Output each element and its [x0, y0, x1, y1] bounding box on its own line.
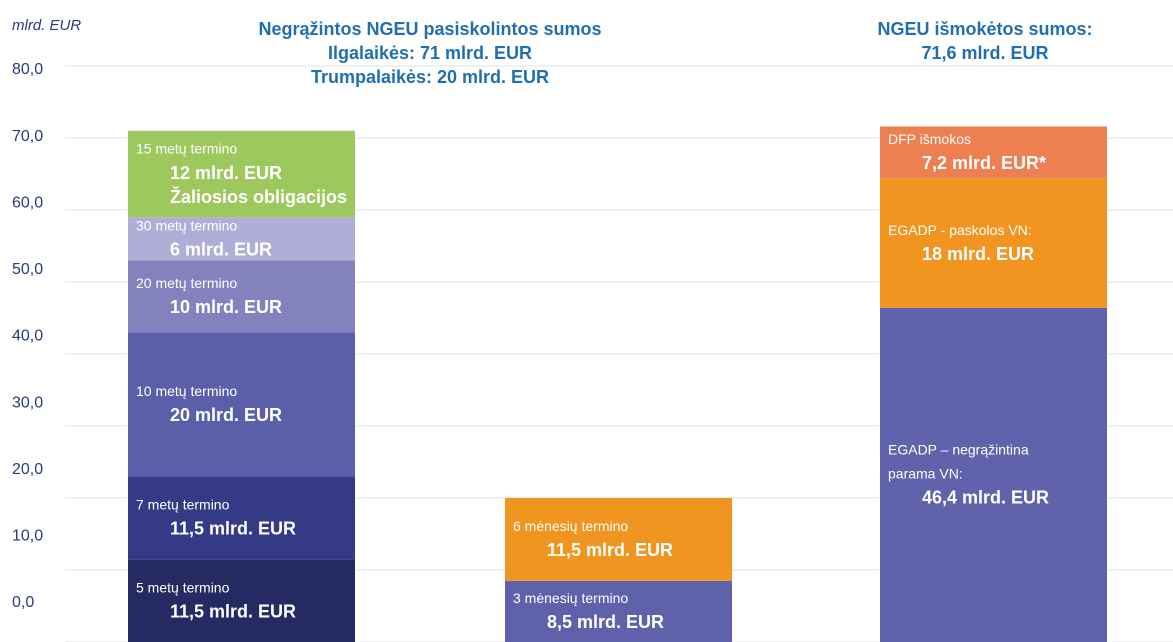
value-label: 11,5 mlrd. EUR — [170, 601, 296, 621]
segment-label: EGADP – negrąžintina — [888, 442, 1029, 458]
segment-label: 10 metų termino — [136, 383, 237, 399]
value-label: 18 mlrd. EUR — [922, 244, 1034, 264]
value-label: 12 mlrd. EUR — [170, 163, 282, 183]
y-tick-label: 0,0 — [12, 594, 34, 611]
bar-segment — [128, 332, 355, 477]
y-tick-label: 30,0 — [12, 394, 43, 411]
y-tick-label: 10,0 — [12, 528, 43, 545]
value-label: 11,5 mlrd. EUR — [547, 540, 673, 560]
segment-note: Žaliosios obligacijos — [170, 186, 347, 207]
chart-title: Ilgalaikės: 71 mlrd. EUR — [328, 43, 532, 63]
value-label: 20 mlrd. EUR — [170, 405, 282, 425]
chart-title: 71,6 mlrd. EUR — [921, 43, 1048, 63]
chart-title: NGEU išmokėtos sumos: — [877, 19, 1092, 39]
segment-label: 15 metų termino — [136, 141, 237, 157]
value-label: 46,4 mlrd. EUR — [922, 488, 1049, 508]
value-label: 8,5 mlrd. EUR — [547, 612, 664, 632]
chart-title: Trumpalaikės: 20 mlrd. EUR — [311, 67, 549, 87]
y-axis-label: mlrd. EUR — [12, 17, 81, 34]
segment-label: 3 mėnesių termino — [513, 590, 628, 606]
bar-segment — [505, 580, 732, 642]
y-tick-label: 80,0 — [12, 61, 43, 78]
bar-segment — [128, 559, 355, 642]
value-label: 10 mlrd. EUR — [170, 297, 282, 317]
chart-title: Negrąžintos NGEU pasiskolintos sumos — [258, 19, 601, 39]
value-label: 11,5 mlrd. EUR — [170, 519, 296, 539]
y-tick-label: 40,0 — [12, 328, 43, 345]
bar-segment — [880, 178, 1107, 308]
bar-segment — [128, 260, 355, 333]
segment-label: 20 metų termino — [136, 275, 237, 291]
bar-segment — [128, 476, 355, 560]
segment-label: 5 metų termino — [136, 579, 230, 595]
y-tick-label: 70,0 — [12, 128, 43, 145]
segment-label: parama VN: — [888, 466, 963, 482]
segment-label: 7 metų termino — [136, 497, 230, 513]
segment-label: EGADP - paskolos VN: — [888, 222, 1032, 238]
bar-segment — [505, 498, 732, 581]
y-tick-label: 60,0 — [12, 194, 43, 211]
segment-label: DFP išmokos — [888, 131, 971, 147]
bar-segment — [880, 126, 1107, 179]
value-label: 6 mlrd. EUR — [170, 240, 272, 260]
bar-segment — [880, 307, 1107, 642]
value-label: 7,2 mlrd. EUR* — [922, 153, 1046, 173]
y-tick-label: 50,0 — [12, 261, 43, 278]
segment-label: 6 mėnesių termino — [513, 518, 628, 534]
bar-segment — [128, 217, 355, 261]
y-tick-label: 20,0 — [12, 461, 43, 478]
bar-segment — [128, 130, 355, 218]
segment-label: 30 metų termino — [136, 218, 237, 234]
